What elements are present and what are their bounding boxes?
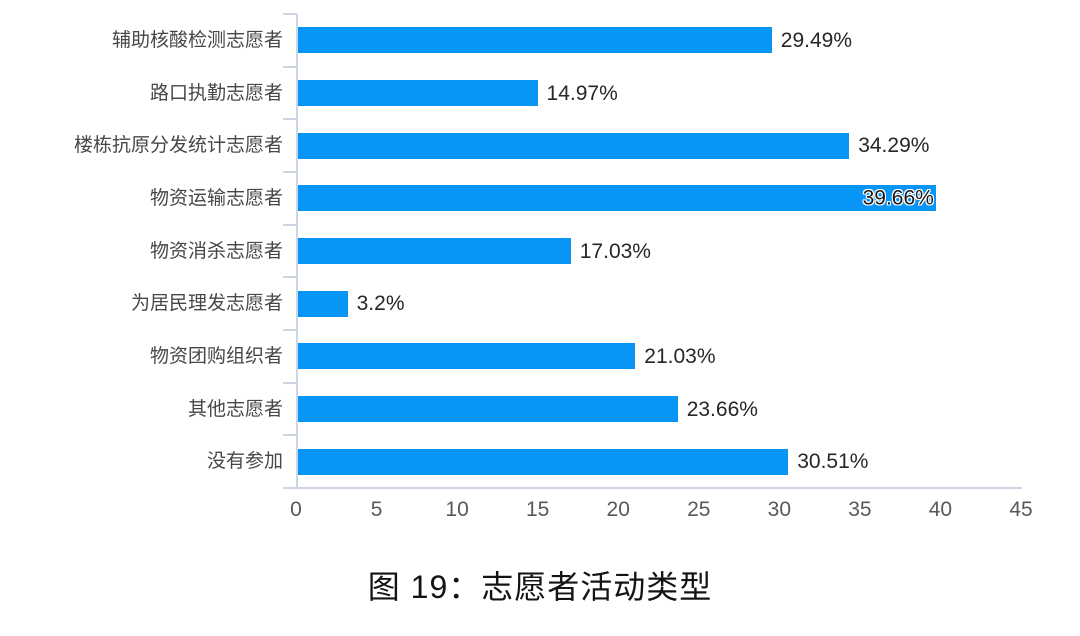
bar-track: 23.66%	[296, 383, 1022, 436]
category-label: 其他志愿者	[187, 398, 283, 420]
category-label: 楼栋抗原分发统计志愿者	[73, 135, 283, 157]
bar: 39.66%	[296, 185, 936, 212]
category-axis-line	[296, 14, 298, 488]
chart-row: 辅助核酸检测志愿者 29.49%	[0, 14, 1022, 67]
bar-track: 30.51%	[296, 435, 1022, 488]
category-label: 辅助核酸检测志愿者	[111, 29, 283, 51]
bar	[296, 396, 678, 423]
category-tick-mark	[283, 328, 297, 331]
value-axis-tick-label: 35	[848, 498, 872, 521]
value-label: 30.51%	[797, 450, 869, 474]
category-tick-mark	[283, 434, 297, 437]
category-tick-mark	[283, 13, 297, 15]
value-label: 29.49%	[780, 28, 852, 52]
category-label: 物资消杀志愿者	[149, 240, 283, 262]
bar	[296, 343, 636, 370]
value-label: 17.03%	[579, 239, 651, 263]
value-axis-tick-label: 30	[767, 498, 792, 521]
value-axis-tick-label: 15	[525, 498, 550, 521]
bar-track: 21.03%	[296, 330, 1022, 383]
bar	[296, 80, 538, 106]
chart-row: 其他志愿者 23.66%	[0, 383, 1022, 436]
bar-rows: 辅助核酸检测志愿者 29.49% 路口执勤志愿者 14.97% 楼栋抗原分发统计志愿者 3…	[0, 14, 1022, 488]
value-axis-tick-label: 5	[370, 498, 383, 521]
bar-track: 17.03%	[296, 225, 1022, 278]
bar-track: 34.29%	[296, 119, 1022, 172]
category-tick-mark	[283, 223, 297, 226]
value-axis-tick-labels: 0 5 10 15 20 25 30 35 40 45	[290, 497, 1033, 525]
bar-track: 29.49%	[296, 14, 1022, 67]
category-label: 物资运输志愿者	[149, 187, 283, 209]
bar	[296, 448, 789, 475]
value-label: 34.29%	[858, 134, 930, 158]
bar	[296, 132, 850, 159]
bar-track: 3.2%	[296, 277, 1022, 330]
value-axis-tick-label: 10	[445, 498, 469, 521]
value-axis-line	[283, 487, 1022, 489]
chart-row: 物资团购组织者 21.03%	[0, 330, 1022, 383]
chart-row: 没有参加 30.51%	[0, 435, 1022, 488]
category-tick-mark	[283, 65, 297, 68]
chart-row: 楼栋抗原分发统计志愿者 34.29%	[0, 119, 1022, 172]
category-label: 没有参加	[206, 451, 283, 473]
chart-row: 路口执勤志愿者 14.97%	[0, 67, 1022, 120]
value-label: 21.03%	[644, 344, 716, 368]
category-label: 物资团购组织者	[149, 345, 283, 367]
value-axis-tick-label: 20	[606, 498, 630, 521]
bar	[296, 290, 348, 317]
plot-area: 辅助核酸检测志愿者 29.49% 路口执勤志愿者 14.97% 楼栋抗原分发统计志愿者 3…	[0, 13, 1022, 489]
value-label: 23.66%	[686, 397, 758, 421]
category-tick-mark	[283, 381, 297, 384]
value-axis-tick-label: 0	[290, 498, 302, 521]
chart-row: 物资消杀志愿者 17.03%	[0, 225, 1022, 278]
value-label: 39.66%	[862, 186, 934, 210]
chart-row: 为居民理发志愿者 3.2%	[0, 277, 1022, 330]
value-axis-tick-label: 40	[928, 498, 953, 521]
bar-track: 39.66%	[296, 172, 1022, 225]
bar-track: 14.97%	[296, 67, 1022, 120]
category-tick-mark	[283, 276, 297, 279]
value-axis-tick-label: 45	[1009, 498, 1033, 521]
value-label: 14.97%	[546, 81, 618, 105]
bar	[296, 238, 571, 265]
bar	[296, 27, 772, 54]
chart-title: 图 19：志愿者活动类型	[367, 569, 713, 605]
category-tick-mark	[283, 170, 297, 173]
value-axis-tick-label: 25	[687, 498, 711, 521]
category-tick-mark	[283, 118, 297, 121]
category-label: 为居民理发志愿者	[130, 293, 283, 315]
category-label: 路口执勤志愿者	[149, 82, 283, 104]
chart-row: 物资运输志愿者 39.66%	[0, 172, 1022, 225]
value-label: 3.2%	[356, 292, 405, 316]
